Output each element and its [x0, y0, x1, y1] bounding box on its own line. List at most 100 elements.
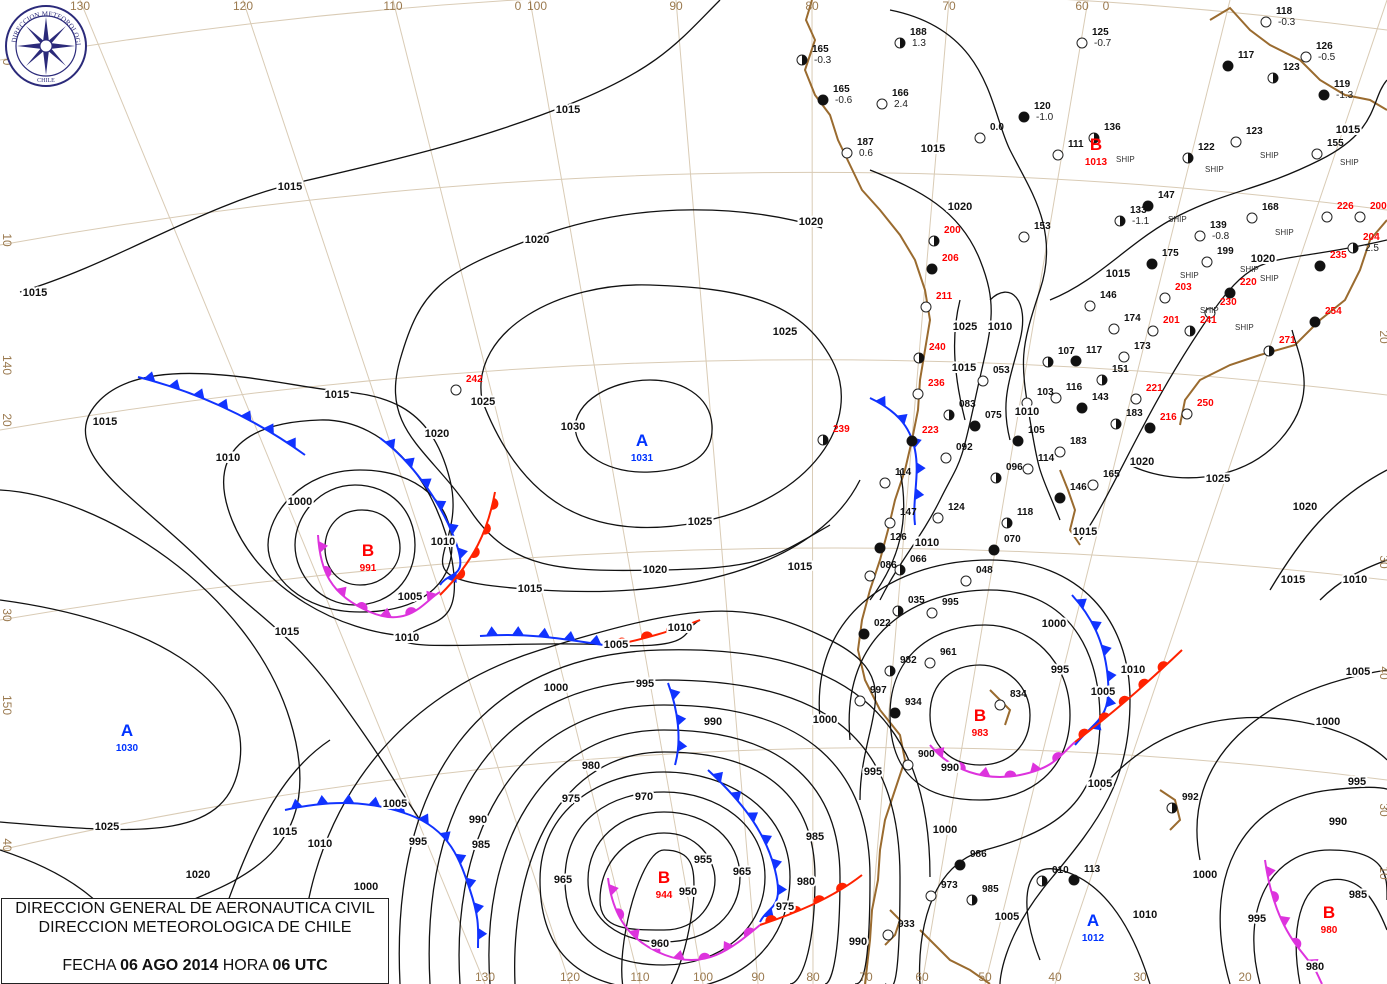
station-plot: 211: [920, 291, 953, 313]
meridian-line: [865, 0, 950, 984]
station-pressure: 146: [1070, 482, 1087, 493]
front-triangle: [439, 831, 451, 842]
warm-front: [759, 874, 863, 926]
station-plot: 111: [1052, 139, 1084, 161]
cloud-cover-icon: [1190, 326, 1195, 336]
grid-label-left: 150: [0, 695, 14, 715]
isobar: [587, 811, 741, 943]
isobar-label: 1015: [788, 561, 812, 573]
fronts: [137, 371, 1323, 984]
isobar: [1079, 239, 1387, 541]
station-pressure: 203: [1175, 282, 1192, 293]
pressure-tendency: -0.3: [1278, 17, 1296, 28]
station-plot: 995: [926, 597, 959, 619]
isobar-label: 955: [694, 854, 712, 866]
isobar: [1253, 849, 1387, 984]
station-circle-icon: [960, 575, 972, 587]
station-circle-icon: [912, 388, 924, 400]
ship-label: SHIP: [1235, 323, 1254, 332]
station-pressure: 133: [1130, 205, 1147, 216]
cloud-cover-icon: [1273, 73, 1278, 83]
station-pressure: 0.0: [990, 122, 1004, 133]
station-plot: 083: [943, 399, 976, 421]
front-semicircle: [455, 568, 466, 580]
meridian-line: [392, 0, 641, 984]
isobar-labels: 1015 1015 1015 1020 1020 1020 1020 1025 1025 1025…: [21, 102, 1372, 975]
grid-label-bottom: 110: [630, 970, 649, 984]
isobar-label: 1010: [308, 838, 332, 850]
station-circle-icon: [1076, 37, 1088, 49]
front-triangle: [677, 739, 688, 752]
station-pressure: 226: [1337, 201, 1354, 212]
front-triangle: [455, 853, 467, 865]
station-pressure: 118: [1276, 6, 1293, 17]
station-plot: 220: [1224, 277, 1257, 299]
grid-label-bottom: 80: [806, 970, 820, 984]
ship-label: SHIP: [1180, 271, 1199, 280]
isobar: [869, 469, 905, 601]
front-triangle: [1101, 644, 1112, 657]
cloud-cover-icon: [890, 666, 895, 676]
cloud-cover-icon: [1353, 243, 1358, 253]
isobar-label: 1010: [988, 321, 1012, 333]
station-plot: 053: [977, 365, 1010, 387]
station-plot: 120-1.0: [1018, 101, 1054, 123]
station-pressure: 053: [993, 365, 1010, 376]
front-semicircle: [356, 602, 368, 611]
station-circle-icon: [854, 695, 866, 707]
station-plot: 203: [1159, 282, 1192, 304]
front-triangle: [240, 410, 252, 422]
station-pressure: 117: [1238, 50, 1255, 61]
station-circle-icon: [876, 98, 888, 110]
station-circle-icon: [1354, 211, 1366, 223]
station-plot: 200: [928, 225, 961, 247]
grid-label-bottom: 120: [560, 970, 580, 984]
station-circle-icon: [1194, 230, 1206, 242]
station-pressure: 092: [956, 442, 973, 453]
station-pressure: 066: [910, 554, 927, 565]
warm-front: [1074, 649, 1183, 743]
grid-label-bottom: 90: [751, 970, 765, 984]
isobar-label: 1015: [1336, 124, 1360, 136]
center-letter: B: [362, 541, 374, 560]
isobar: [0, 599, 242, 831]
isobar: [1319, 559, 1387, 601]
svg-text:CHILE: CHILE: [37, 78, 55, 84]
isobar-label: 1015: [325, 389, 349, 401]
isobar-label: 1010: [1133, 909, 1157, 921]
isobar-label: 1010: [216, 452, 240, 464]
ship-label: SHIP: [1168, 215, 1187, 224]
station-plot: 165-0.6: [817, 84, 853, 106]
station-plot: 143: [1076, 392, 1109, 414]
isobar: [1026, 868, 1151, 984]
front-triangle: [933, 747, 945, 758]
overcast-icon: [1225, 288, 1235, 298]
ship-label: SHIP: [1275, 228, 1294, 237]
isobar: [458, 704, 871, 984]
front-semicircle: [491, 497, 499, 510]
cloud-cover-icon: [1007, 518, 1012, 528]
front-triangle: [217, 398, 229, 410]
grid-label-right: 20: [1377, 330, 1387, 344]
station-plot: 022: [858, 618, 891, 640]
station-plot: 048: [960, 565, 993, 587]
front-triangle: [712, 771, 723, 783]
station-plot: 123: [1230, 126, 1263, 148]
station-circle-icon: [1159, 292, 1171, 304]
station-plot: 183: [1110, 408, 1143, 430]
front-triangle: [777, 883, 788, 896]
station-plot: 223: [906, 425, 939, 447]
isobar-label: 990: [704, 716, 722, 728]
isobar-label: 1000: [544, 682, 568, 694]
isobar-label: 1015: [921, 143, 945, 155]
isobar: [480, 284, 842, 529]
station-plot: 114: [1022, 453, 1055, 475]
front-triangle: [465, 877, 477, 889]
station-plot: 236: [912, 378, 945, 400]
isobar-label: 990: [941, 762, 959, 774]
station-pressure: 997: [870, 685, 887, 696]
station-pressure: 075: [985, 410, 1002, 421]
isobar-label: 1015: [93, 416, 117, 428]
isobar-label: 995: [409, 836, 427, 848]
